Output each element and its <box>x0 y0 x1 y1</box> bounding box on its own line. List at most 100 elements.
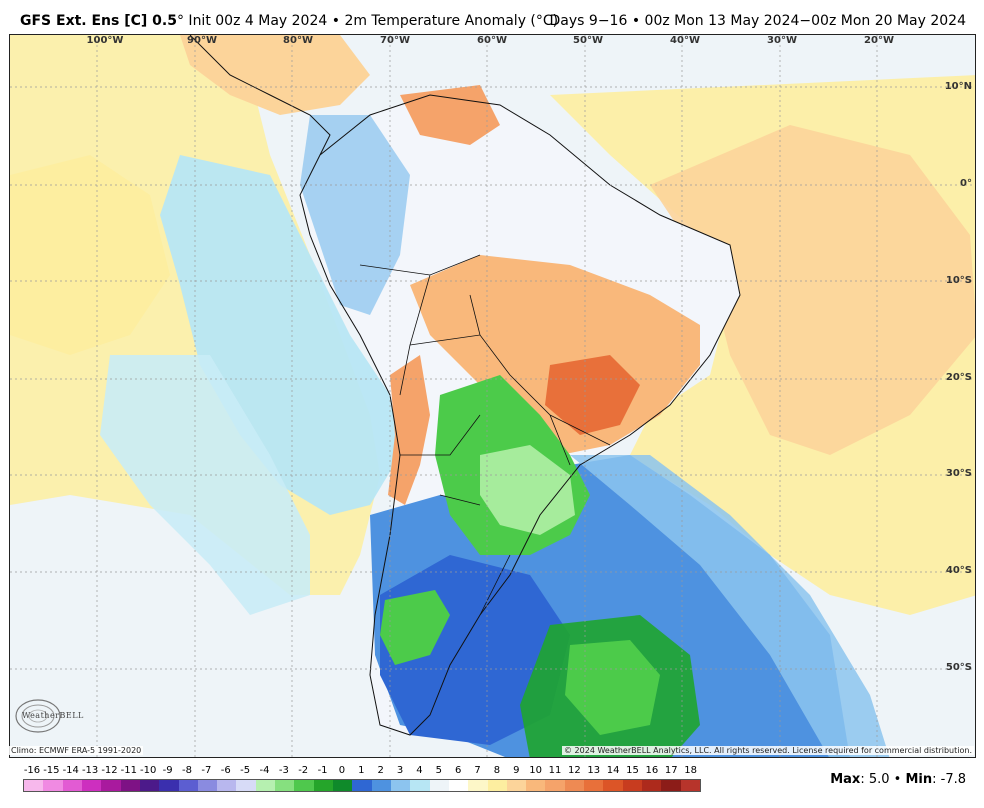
lon-label-40w: 40°W <box>670 35 700 46</box>
colorbar-labels: -16 -15 -14 -13 -12 -11 -10 -9 -8 -7 -6 -5 -4 -3 -2 -1 0… <box>16 765 706 779</box>
colorbar-swatch <box>545 780 565 791</box>
lat-label-50s: 50°S <box>945 662 972 673</box>
green-patagonia <box>380 590 450 665</box>
colorbar-label: 9 <box>513 765 520 776</box>
colorbar-label: -8 <box>181 765 192 776</box>
colorbar-label: -10 <box>140 765 157 776</box>
colorbar-swatch <box>159 780 179 791</box>
colorbar-label: -4 <box>259 765 270 776</box>
colorbar-swatch <box>487 780 507 791</box>
colorbar-label: 2 <box>377 765 384 776</box>
colorbar-label: 0 <box>338 765 346 776</box>
colorbar-swatch <box>139 780 160 791</box>
colorbar-swatch <box>584 780 604 791</box>
colorbar-label: -7 <box>201 765 212 776</box>
colorbar-label: 4 <box>416 765 423 776</box>
warm-pacific-patch <box>10 155 170 355</box>
colorbar-swatch <box>661 780 681 791</box>
continent-coastline <box>299 94 741 736</box>
min-value: : -7.8 <box>932 772 966 787</box>
warm-central-america <box>180 35 370 115</box>
colorbar-swatch <box>178 780 198 791</box>
warm-northern-venezuela <box>400 85 500 145</box>
colorbar-label: 6 <box>454 765 462 776</box>
lat-label-40s: 40°S <box>945 565 972 576</box>
colorbar-swatch <box>81 780 102 791</box>
lon-label-20w: 20°W <box>864 35 894 46</box>
colorbar-swatch <box>217 780 237 791</box>
colorbar-label: -3 <box>278 765 289 776</box>
title-bullet: • <box>327 13 345 29</box>
hot-brazil-core <box>545 355 640 435</box>
cool-southern-edge <box>570 455 890 757</box>
colorbar-label: -5 <box>240 765 251 776</box>
colorbar-label: -14 <box>62 765 79 776</box>
colorbar-swatch <box>506 780 527 791</box>
colorbar-swatch <box>197 780 218 791</box>
colorbar-label: 11 <box>548 765 562 776</box>
colorbar-swatch <box>352 780 372 791</box>
cool-pacific-south <box>100 355 310 615</box>
colorbar-swatch <box>333 780 353 791</box>
colorbar-swatch <box>680 780 700 791</box>
colorbar-swatch <box>101 780 121 791</box>
copyright-note: © 2024 WeatherBELL Analytics, LLC. All r… <box>562 746 974 755</box>
field-name: 2m Temperature Anomaly (°C) <box>344 13 559 29</box>
colorbar-swatch <box>468 780 488 791</box>
stats-separator: • <box>889 772 906 787</box>
colorbar-label: -1 <box>317 765 328 776</box>
weatherbell-logo-icon <box>15 699 61 733</box>
colorbar-swatch <box>410 780 430 791</box>
lon-label-50w: 50°W <box>573 35 603 46</box>
colorbar-swatch <box>255 780 276 791</box>
colorbar-label: 3 <box>396 765 404 776</box>
climo-note: Climo: ECMWF ERA-5 1991-2020 <box>9 746 144 755</box>
colorbar-label: 16 <box>645 765 659 776</box>
valid-period: Days 9−16 • 00z Mon 13 May 2024−00z Mon … <box>549 13 966 29</box>
anomaly-map <box>9 34 976 758</box>
colorbar-label: 13 <box>587 765 601 776</box>
logo-text: WeatherBELL <box>22 711 84 720</box>
lat-label-10n: 10°N <box>944 81 972 92</box>
colorbar <box>23 779 701 792</box>
central-america-coast <box>189 35 331 156</box>
colorbar-label: 8 <box>493 765 501 776</box>
cool-pacific-plume <box>160 155 400 515</box>
chart-title: GFS Ext. Ens [C] 0.5° Init 00z 4 May 202… <box>20 13 558 29</box>
colorbar-swatch <box>448 780 469 791</box>
max-min-stats: Max: 5.0 • Min: -7.8 <box>830 772 966 787</box>
colorbar-label: -6 <box>220 765 231 776</box>
cool-andes-north <box>300 115 410 315</box>
colorbar-label: 10 <box>529 765 543 776</box>
lon-label-80w: 80°W <box>283 35 313 46</box>
colorbar-label: 12 <box>568 765 581 776</box>
colorbar-swatch <box>275 780 295 791</box>
colorbar-swatch <box>642 780 662 791</box>
country-borders <box>359 254 611 616</box>
colorbar-swatch <box>371 780 391 791</box>
lat-label-30s: 30°S <box>945 468 972 479</box>
colorbar-swatch <box>294 780 314 791</box>
colorbar-label: -15 <box>43 765 60 776</box>
green-south-atlantic-inner <box>565 640 660 735</box>
colorbar-label: 14 <box>606 765 620 776</box>
map-canvas <box>10 35 975 757</box>
lat-label-0: 0° <box>960 178 972 189</box>
colorbar-label: -2 <box>298 765 309 776</box>
colorbar-swatch <box>236 780 256 791</box>
colorbar-swatch <box>622 780 642 791</box>
max-label: Max <box>830 772 861 787</box>
colorbar-swatch <box>43 780 63 791</box>
colorbar-label: -9 <box>162 765 173 776</box>
colorbar-swatch <box>564 780 585 791</box>
green-argentina-light <box>480 445 575 535</box>
colorbar-label: -13 <box>81 765 99 776</box>
colorbar-label: 5 <box>435 765 442 776</box>
min-label: Min <box>905 772 933 787</box>
colorbar-label: 7 <box>474 765 481 776</box>
lon-label-100w: 100°W <box>86 35 124 46</box>
lat-label-10s: 10°S <box>945 275 972 286</box>
lat-label-20s: 20°S <box>945 372 972 383</box>
colorbar-swatch <box>603 780 623 791</box>
colorbar-swatch <box>526 780 546 791</box>
